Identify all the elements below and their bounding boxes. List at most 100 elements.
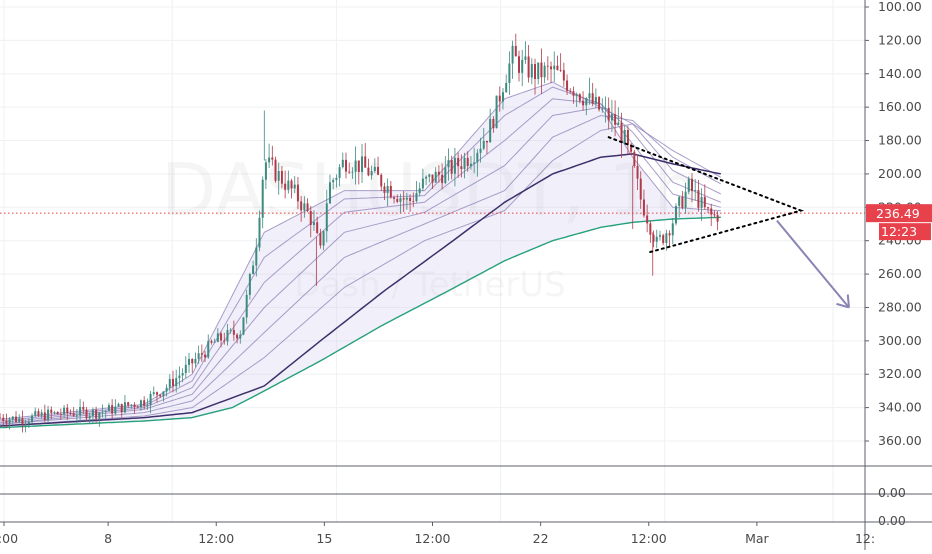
candle-body xyxy=(687,178,690,192)
candle-body xyxy=(562,70,565,81)
candle-body xyxy=(377,166,380,175)
candle-body xyxy=(444,167,447,184)
candle-body xyxy=(220,333,223,341)
candle-body xyxy=(633,151,636,167)
candle-body xyxy=(399,198,402,202)
candle-body xyxy=(37,411,40,416)
candle-body xyxy=(69,413,72,414)
candle-body xyxy=(328,182,331,204)
candle-body xyxy=(303,203,306,211)
candle-body xyxy=(639,178,642,200)
last-price-badge xyxy=(866,204,932,223)
candle-body xyxy=(569,90,572,92)
candle-body xyxy=(191,358,194,364)
candle-body xyxy=(697,190,700,208)
candle-body xyxy=(434,171,437,183)
ema-line xyxy=(0,98,721,424)
drawings[interactable] xyxy=(607,136,850,309)
candle-body xyxy=(268,157,271,163)
candle-body xyxy=(476,152,479,163)
candle-body xyxy=(463,157,466,170)
candle-body xyxy=(31,415,34,422)
candle-body xyxy=(117,403,120,407)
candle-body xyxy=(530,64,533,78)
candle-body xyxy=(59,414,62,416)
candle-body xyxy=(716,215,719,222)
candle-body xyxy=(620,122,623,143)
candle-body xyxy=(556,65,559,70)
candle-body xyxy=(79,406,82,416)
candle-body xyxy=(389,185,392,198)
candle-body xyxy=(312,222,315,225)
candle-body xyxy=(357,160,360,173)
candle-body xyxy=(553,65,556,70)
candle-body xyxy=(8,419,11,424)
candle-body xyxy=(175,378,178,387)
candle-body xyxy=(447,160,450,168)
candle-body xyxy=(495,95,498,129)
candle-body xyxy=(514,45,517,57)
candle-body xyxy=(111,405,114,414)
candle-body xyxy=(623,129,626,143)
candle-body xyxy=(293,184,296,189)
candle-body xyxy=(662,235,665,243)
candle-body xyxy=(21,418,24,425)
candle-body xyxy=(27,421,30,424)
candle-body xyxy=(370,171,373,176)
candle-body xyxy=(361,156,364,173)
candle-body xyxy=(575,94,578,96)
candle-body xyxy=(290,180,293,189)
candle-body xyxy=(450,160,453,174)
candle-body xyxy=(123,402,126,413)
candle-body xyxy=(665,233,668,243)
candle-body xyxy=(646,215,649,224)
candle-body xyxy=(325,203,328,232)
candle-body xyxy=(566,80,569,91)
sub-panes xyxy=(0,465,932,523)
candle-body xyxy=(24,423,27,425)
candle-body xyxy=(204,354,207,358)
candle-body xyxy=(655,236,658,242)
candle-body xyxy=(271,157,274,160)
candle-body xyxy=(120,403,123,413)
time-label: Mar xyxy=(745,531,769,546)
ema-line xyxy=(0,123,722,427)
candle-body xyxy=(274,159,277,181)
candle-body xyxy=(280,170,283,184)
candle-body xyxy=(133,404,136,407)
candle-body xyxy=(540,62,543,78)
candle-body xyxy=(162,391,165,397)
candle-body xyxy=(617,122,620,125)
candle-body xyxy=(149,393,152,406)
candle-body xyxy=(104,410,107,412)
price-label: 100.00 xyxy=(878,0,922,14)
candle-body xyxy=(626,129,629,145)
candle-body xyxy=(402,198,405,200)
candle-body xyxy=(47,409,50,420)
candle-body xyxy=(172,379,174,387)
candle-body xyxy=(466,157,469,167)
candle-body xyxy=(0,417,1,419)
grid xyxy=(0,0,866,522)
candle-body xyxy=(341,159,344,168)
candle-body xyxy=(550,66,553,70)
candle-body xyxy=(485,140,488,143)
price-axis[interactable]: 360.00340.00320.00300.00280.00260.00240.… xyxy=(864,0,922,550)
candle-body xyxy=(588,93,591,99)
time-axis[interactable]: 2:00 8 12:00 15 12:00 22 12:00 Mar 12: xyxy=(0,521,932,546)
countdown-label: 12:23 xyxy=(881,224,917,239)
candle-body xyxy=(66,407,69,414)
candle-body xyxy=(524,56,527,60)
candle-body xyxy=(296,184,299,202)
candle-body xyxy=(703,196,706,208)
candle-body xyxy=(95,409,98,419)
candle-body xyxy=(255,247,258,266)
candle-body xyxy=(213,341,216,343)
price-label: 360.00 xyxy=(878,433,922,448)
price-label: 320.00 xyxy=(878,366,922,381)
candle-body xyxy=(252,265,255,275)
candle-body xyxy=(607,107,610,121)
candles xyxy=(0,33,719,433)
